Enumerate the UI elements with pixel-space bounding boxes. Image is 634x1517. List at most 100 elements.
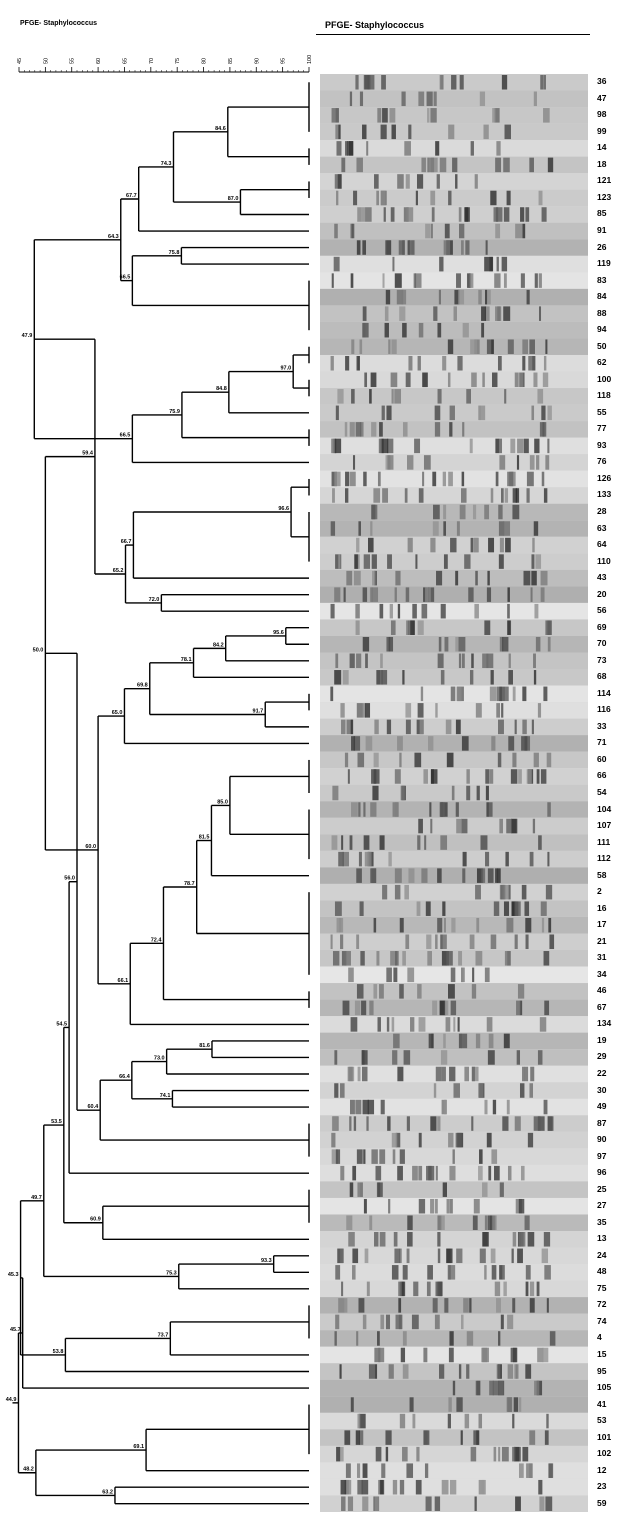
lane-label: 33 xyxy=(597,720,607,731)
gel-band xyxy=(424,835,427,850)
gel-band xyxy=(437,1248,441,1264)
gel-band xyxy=(526,289,530,305)
gel-band xyxy=(485,289,491,305)
gel-band xyxy=(362,636,370,652)
gel-band xyxy=(470,537,474,553)
gel-band xyxy=(433,91,437,107)
gel-band xyxy=(523,570,531,586)
gel-band xyxy=(399,1413,406,1429)
lane-label: 83 xyxy=(597,274,607,285)
lane-label: 110 xyxy=(597,555,611,566)
gel-lane xyxy=(320,950,588,967)
node-similarity-label: 66.4 xyxy=(119,1074,131,1080)
gel-lane xyxy=(320,520,588,537)
gel-band xyxy=(437,868,442,883)
node-similarity-label: 75.3 xyxy=(166,1270,177,1276)
gel-band xyxy=(498,1446,501,1462)
gel-band xyxy=(440,670,445,685)
lane-label: 74 xyxy=(597,1315,607,1326)
gel-band xyxy=(490,934,497,950)
gel-band xyxy=(486,339,494,354)
lane-label: 75 xyxy=(597,1282,607,1293)
gel-band xyxy=(476,785,480,801)
gel-band xyxy=(455,1132,462,1148)
gel-band xyxy=(356,157,363,173)
gel-band xyxy=(433,306,438,321)
gel-band xyxy=(334,223,338,239)
gel-lane xyxy=(320,1297,588,1314)
gel-band xyxy=(457,355,463,371)
gel-band xyxy=(538,306,542,321)
gel-band xyxy=(507,471,514,487)
lane-label: 55 xyxy=(597,406,607,417)
gel-band xyxy=(437,1232,441,1247)
lane-label: 105 xyxy=(597,1382,612,1393)
gel-band xyxy=(461,471,465,487)
lane-label: 97 xyxy=(597,1150,607,1161)
scale-tick-label: 45 xyxy=(17,58,23,64)
gel-band xyxy=(356,1331,359,1346)
gel-band xyxy=(461,240,464,255)
gel-band xyxy=(491,339,495,354)
gel-band xyxy=(507,339,514,354)
gel-band xyxy=(518,769,522,784)
gel-band xyxy=(518,1397,522,1412)
lane-label: 64 xyxy=(597,539,607,550)
gel-band xyxy=(472,1215,478,1231)
gel-band xyxy=(471,984,477,999)
gel-band xyxy=(393,1033,400,1049)
gel-band xyxy=(423,455,431,470)
gel-band xyxy=(355,75,359,90)
gel-band xyxy=(338,851,344,867)
gel-band xyxy=(440,603,446,619)
gel-band xyxy=(499,1182,504,1197)
gel-band xyxy=(435,703,438,718)
gel-band xyxy=(485,785,489,801)
gel-band xyxy=(357,355,360,371)
gel-band xyxy=(402,1364,409,1379)
gel-band xyxy=(501,1446,509,1462)
gel-band xyxy=(439,1364,445,1379)
node-similarity-label: 66.7 xyxy=(121,539,132,545)
node-similarity-label: 78.1 xyxy=(181,657,192,663)
gel-band xyxy=(385,240,392,255)
gel-band xyxy=(518,1198,525,1214)
gel-band xyxy=(367,537,374,553)
gel-band xyxy=(356,240,361,255)
gel-band xyxy=(508,884,511,900)
gel-band xyxy=(443,521,447,536)
gel-band xyxy=(547,438,550,454)
gel-band xyxy=(433,504,440,520)
gel-band xyxy=(517,1248,523,1264)
gel-band xyxy=(536,1281,540,1297)
gel-band xyxy=(397,174,404,189)
gel-band xyxy=(518,1463,524,1478)
gel-band xyxy=(363,835,370,850)
gel-band xyxy=(430,1116,437,1131)
gel-band xyxy=(351,339,355,354)
gel-band xyxy=(344,422,348,437)
lane-label: 31 xyxy=(597,952,607,963)
gel-lane xyxy=(320,321,588,339)
gel-band xyxy=(359,91,364,107)
gel-band xyxy=(514,372,519,388)
gel-band xyxy=(511,818,517,834)
gel-band xyxy=(448,1347,454,1363)
gel-band xyxy=(363,75,370,90)
gel-band xyxy=(380,1479,385,1495)
gel-band xyxy=(407,1215,413,1231)
gel-band xyxy=(485,851,490,867)
gel-band xyxy=(331,1132,336,1148)
gel-band xyxy=(491,736,496,751)
gel-band xyxy=(335,405,339,421)
gel-band xyxy=(466,769,470,784)
gel-band xyxy=(334,1083,339,1098)
gel-band xyxy=(384,306,389,321)
gel-band xyxy=(405,934,410,950)
gel-lane xyxy=(320,1214,588,1232)
gel-band xyxy=(451,75,457,90)
gel-band xyxy=(430,769,438,784)
gel-band xyxy=(484,504,490,520)
gel-band xyxy=(462,868,466,883)
gel-band xyxy=(388,1198,391,1214)
